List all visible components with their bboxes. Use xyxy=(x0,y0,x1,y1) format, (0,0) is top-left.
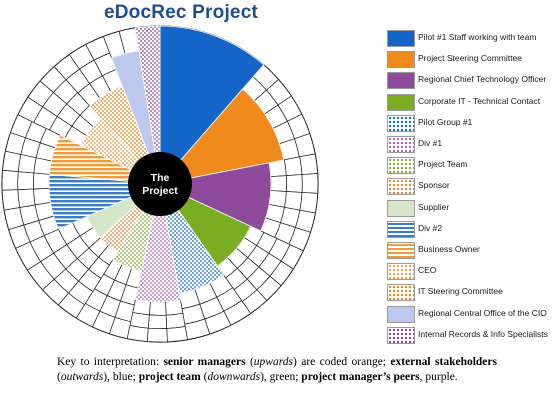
caption-segment: ( xyxy=(57,371,61,383)
caption-segment: senior managers xyxy=(163,356,246,368)
legend-label: Corporate IT - Technical Contact xyxy=(418,95,541,106)
ring-cell xyxy=(284,191,303,211)
legend-label: Div #1 xyxy=(418,138,443,148)
legend-item-div1: Div #1 xyxy=(387,136,553,154)
legend-label: Regional Central Office of the CIO xyxy=(418,307,547,318)
legend-item-sponsor: Sponsor xyxy=(387,178,553,196)
legend-item-ceo: CEO xyxy=(387,263,553,281)
ring-cell xyxy=(17,188,36,208)
caption: Key to interpretation: senior managers (… xyxy=(57,355,497,385)
svg-text:Project: Project xyxy=(142,185,178,197)
legend-label: Div #2 xyxy=(418,222,443,233)
ring-cell xyxy=(270,175,288,192)
legend-label: Internal Records & Info Specialists xyxy=(418,328,548,339)
caption-segment: ), green; xyxy=(260,371,302,383)
legend-label: Pilot #1 Staff working with team xyxy=(418,32,537,42)
legend-item-rco: Regional Central Office of the CIO xyxy=(387,305,553,324)
caption-segment: outwards xyxy=(60,371,104,383)
ring-cell xyxy=(166,326,188,343)
legend-swatch xyxy=(387,157,415,175)
legend-swatch xyxy=(387,93,415,111)
ring-cell xyxy=(165,299,184,316)
legend-item-irs: Internal Records & Info Specialists xyxy=(387,326,553,345)
legend-swatch xyxy=(387,72,415,90)
legend-swatch xyxy=(387,242,415,259)
legend-label: CEO xyxy=(418,265,437,276)
caption-segment: Key to interpretation: xyxy=(57,356,164,368)
legend-label: Project Team xyxy=(418,159,468,170)
project-hub-label: The xyxy=(151,172,170,184)
legend-item-pilot1: Pilot #1 Staff working with team xyxy=(387,30,553,48)
legend-swatch xyxy=(387,284,415,302)
caption-segment: ( xyxy=(200,371,208,383)
caption-segment: ), blue; xyxy=(103,371,139,383)
ring-cell xyxy=(286,174,303,193)
legend-swatch xyxy=(387,178,415,196)
legend-label: Regional Chief Technology Officer xyxy=(418,74,547,85)
legend-swatch xyxy=(387,51,415,69)
caption-segment: project team xyxy=(138,371,201,383)
ring-cell xyxy=(2,150,22,172)
caption-segment: , purple. xyxy=(419,371,458,383)
legend-swatch xyxy=(387,199,415,217)
legend-label: Pilot Group #1 xyxy=(418,116,473,127)
legend-label: IT Steering Committee xyxy=(418,286,503,297)
legend-item-team: Project Team xyxy=(387,157,553,175)
ring-cell xyxy=(148,301,167,316)
legend-label: Project Steering Committee xyxy=(418,53,522,64)
diagram-title: eDocRec Project xyxy=(103,2,258,23)
project-hub xyxy=(128,152,192,216)
legend-swatch xyxy=(387,114,415,132)
legend-swatch xyxy=(387,263,415,281)
legend-swatch xyxy=(387,220,415,238)
caption-segment: upwards xyxy=(253,356,293,368)
ring-cell xyxy=(1,189,21,211)
legend-item-owner: Business Owner xyxy=(387,242,553,260)
ring-cell xyxy=(301,173,319,194)
legend-label: Sponsor xyxy=(418,180,450,191)
legend-item-supplier: Supplier xyxy=(387,199,553,218)
ring-cell xyxy=(146,327,168,343)
legend-item-pg1: Pilot Group #1 xyxy=(387,114,553,133)
legend-label: Supplier xyxy=(418,201,450,212)
ring-cell xyxy=(299,192,319,214)
legend-swatch xyxy=(387,136,415,153)
legend-item-corpit: Corporate IT - Technical Contact xyxy=(387,93,553,112)
caption-segment: ) are coded orange; xyxy=(293,356,391,368)
ring-cell xyxy=(165,312,186,329)
caption-segment: project manager’s peers xyxy=(301,371,420,383)
legend-item-rcto: Regional Chief Technology Officer xyxy=(387,72,553,90)
caption-segment: ( xyxy=(245,356,254,368)
legend-swatch xyxy=(387,326,415,344)
legend-label: Business Owner xyxy=(418,244,480,254)
ring-cell xyxy=(147,314,168,330)
ring-cell xyxy=(33,187,51,206)
legend-item-div2: Div #2 xyxy=(387,220,553,239)
legend-swatch xyxy=(387,30,415,47)
legend-item-itsteer: IT Steering Committee xyxy=(387,284,553,302)
ring-cell xyxy=(32,172,50,190)
stakeholder-circle: The Project xyxy=(1,25,319,343)
ring-cell xyxy=(299,153,319,175)
caption-segment: downwards xyxy=(207,371,261,383)
legend-item-steering: Project Steering Committee xyxy=(387,51,553,69)
legend-swatch xyxy=(387,305,415,323)
ring-cell xyxy=(283,156,303,176)
ring-cell xyxy=(17,171,35,190)
ring-cell xyxy=(1,169,19,191)
caption-segment: external stakeholders xyxy=(390,356,497,368)
ring-cell xyxy=(126,325,149,342)
